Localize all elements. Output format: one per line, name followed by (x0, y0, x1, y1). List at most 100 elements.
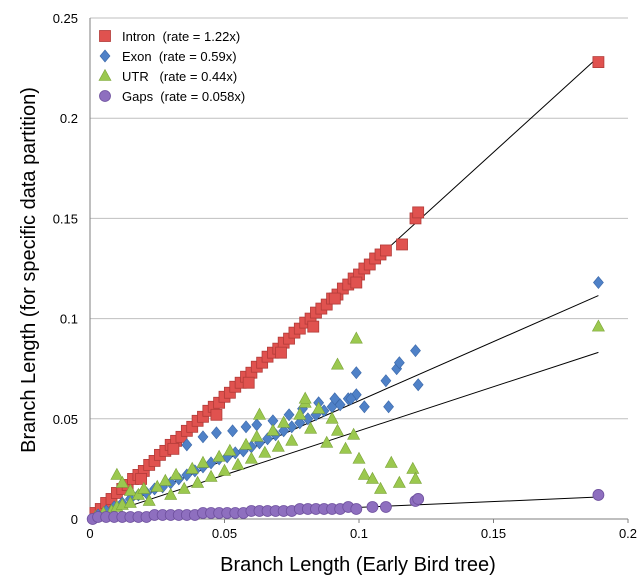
data-point-triangle (591, 319, 605, 332)
data-point-triangle (137, 481, 151, 494)
data-point-triangle (123, 483, 137, 496)
data-point-diamond (383, 400, 394, 414)
data-point-square (275, 346, 287, 359)
data-point-circle (592, 489, 605, 501)
data-point-triangle (196, 455, 210, 468)
data-point-triangle (158, 473, 172, 486)
data-point-triangle (164, 487, 178, 500)
data-point-triangle (244, 451, 258, 464)
data-point-triangle (271, 439, 285, 452)
data-point-square (242, 376, 255, 389)
data-point-triangle (408, 471, 422, 484)
data-point-triangle (250, 429, 264, 442)
data-point-diamond (283, 408, 295, 422)
data-point-diamond (393, 356, 405, 370)
data-point-triangle (384, 455, 398, 468)
data-point-triangle (123, 495, 137, 508)
x-tick-label: 0.1 (350, 526, 368, 541)
data-point-circle (379, 501, 392, 513)
data-point-triangle (392, 475, 406, 488)
data-point-triangle (231, 457, 245, 470)
data-point-diamond (358, 400, 370, 414)
trendline (89, 351, 599, 520)
series-square (89, 56, 605, 519)
data-point-triangle (349, 331, 363, 344)
data-point-triangle (298, 391, 312, 404)
data-point-square (328, 292, 341, 305)
data-point-diamond (181, 438, 193, 452)
legend-marker-triangle (98, 68, 112, 81)
data-point-square (350, 276, 363, 289)
data-point-triangle (266, 423, 280, 436)
x-tick-label: 0.15 (481, 526, 506, 541)
data-point-triangle (252, 407, 266, 420)
legend: Intron (rate = 1.22x) Exon (rate = 0.59x)… (98, 29, 245, 104)
data-point-triangle (277, 415, 291, 428)
data-point-square (412, 206, 425, 219)
x-tick-label: 0.2 (619, 526, 637, 541)
data-point-triangle (169, 467, 183, 480)
data-point-diamond (329, 392, 341, 406)
data-point-circle (366, 501, 379, 513)
x-axis-title: Branch Length (Early Bird tree) (220, 554, 496, 576)
data-point-diamond (211, 426, 222, 440)
data-point-triangle (304, 421, 318, 434)
data-point-triangle (320, 435, 334, 448)
data-point-circle (412, 493, 425, 505)
data-point-triangle (365, 471, 379, 484)
y-tick-label: 0.15 (53, 211, 78, 226)
data-point-square (167, 442, 180, 455)
data-point-square (135, 473, 148, 485)
data-point-triangle (212, 449, 226, 462)
data-point-triangle (150, 479, 164, 492)
data-point-circle (350, 503, 363, 515)
legend-marker-circle (99, 90, 111, 102)
data-point-diamond (345, 392, 357, 406)
data-point-triangle (239, 437, 253, 450)
data-point-triangle (352, 451, 366, 464)
data-point-diamond (240, 420, 252, 434)
data-point-triangle (177, 481, 191, 494)
data-point-triangle (131, 487, 145, 500)
tick-labels: 0 0.05 0.1 0.15 0.2 0.25 0 0.05 0.1 0.15 0.2 (53, 11, 637, 541)
data-point-triangle (374, 481, 388, 494)
legend-label: Gaps (rate = 0.058x) (122, 89, 245, 104)
data-point-triangle (312, 401, 326, 414)
data-point-triangle (110, 467, 124, 480)
data-point-triangle (191, 475, 205, 488)
data-point-square (592, 56, 605, 68)
data-point-triangle (330, 423, 344, 436)
y-tick-label: 0.2 (60, 111, 78, 126)
data-point-diamond (278, 424, 290, 438)
data-point-square (307, 320, 320, 333)
y-tick-label: 0.05 (53, 412, 78, 427)
legend-label: Exon (rate = 0.59x) (122, 49, 237, 64)
data-point-diamond (412, 378, 424, 392)
y-tick-label: 0 (71, 512, 78, 527)
data-point-diamond (410, 344, 421, 358)
data-point-triangle (347, 427, 361, 440)
y-axis-title: Branch Length (for specific data partiti… (18, 87, 40, 453)
data-point-triangle (339, 441, 353, 454)
data-point-triangle (217, 463, 232, 476)
data-point-triangle (330, 357, 344, 370)
legend-label: UTR (rate = 0.44x) (122, 69, 237, 84)
data-point-square (379, 244, 392, 257)
data-point-diamond (251, 418, 263, 432)
data-point-diamond (350, 366, 362, 380)
data-point-diamond (262, 432, 273, 446)
data-point-square (396, 238, 408, 251)
data-point-triangle (325, 411, 339, 424)
data-point-diamond (197, 430, 209, 444)
legend-marker-diamond (99, 49, 111, 63)
data-point-triangle (258, 445, 272, 458)
data-point-triangle (115, 475, 129, 488)
data-point-triangle (406, 461, 420, 474)
data-point-triangle (142, 493, 156, 506)
data-point-diamond (294, 416, 306, 430)
data-points (86, 56, 605, 525)
y-tick-label: 0.25 (53, 11, 78, 26)
data-point-diamond (380, 374, 392, 388)
legend-label: Intron (rate = 1.22x) (122, 29, 240, 44)
